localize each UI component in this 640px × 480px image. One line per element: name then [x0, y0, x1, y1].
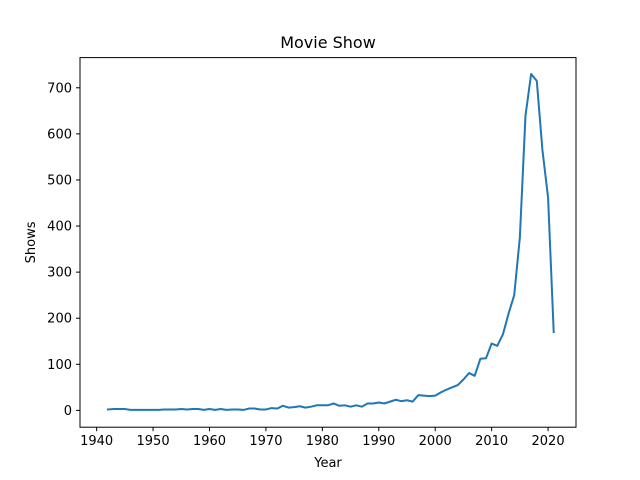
x-axis-label: Year [313, 456, 342, 471]
axes-frame [79, 57, 577, 428]
x-tick-label: 1970 [249, 434, 282, 449]
x-axis-ticks: 1940 1950 1960 1970 1980 1990 2000 2010 2020 [80, 427, 565, 449]
x-tick-label: 1950 [137, 434, 170, 449]
x-tick-label: 1990 [362, 434, 395, 449]
x-tick-label: 2010 [475, 434, 508, 449]
series-line [106, 72, 555, 411]
x-tick-label: 2000 [419, 434, 452, 449]
x-tick-label: 2020 [532, 434, 565, 449]
y-tick-label: 600 [47, 127, 72, 142]
y-tick-label: 700 [47, 81, 72, 96]
y-tick-label: 100 [47, 358, 72, 373]
x-tick-label: 1960 [193, 434, 226, 449]
y-axis-label: Shows [24, 221, 39, 263]
y-axis-ticks: 0 100 200 300 400 500 600 700 [47, 81, 80, 419]
series-layer [106, 72, 555, 411]
x-tick-label: 1940 [80, 434, 113, 449]
y-tick-label: 500 [47, 173, 72, 188]
y-tick-label: 300 [47, 266, 72, 281]
y-tick-label: 200 [47, 312, 72, 327]
chart-title: Movie Show [280, 33, 376, 52]
y-tick-label: 0 [64, 404, 72, 419]
y-tick-label: 400 [47, 220, 72, 235]
x-tick-label: 1980 [306, 434, 339, 449]
